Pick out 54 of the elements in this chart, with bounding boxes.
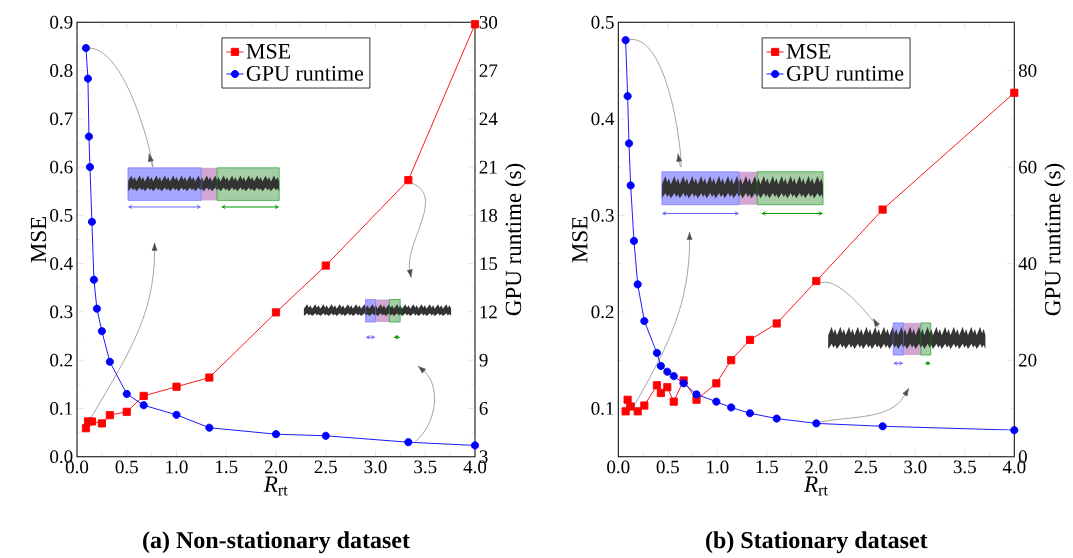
legend-label: MSE bbox=[246, 43, 291, 59]
y2-tick-label: 12 bbox=[480, 305, 497, 319]
x-tick-label: 1.5 bbox=[756, 460, 778, 474]
y2-tick-label: 40 bbox=[1018, 257, 1037, 271]
y-tick-label: 0.6 bbox=[50, 160, 73, 174]
text: (b) Stationary dataset bbox=[706, 531, 928, 554]
x-tick-label: 2.0 bbox=[264, 460, 288, 474]
x-tick-label: 3.5 bbox=[953, 460, 976, 474]
y2-tick-label: 21 bbox=[479, 160, 497, 174]
y-tick-label: 0.9 bbox=[50, 15, 73, 29]
x-axis-title: R$_{rt}$ bbox=[803, 476, 828, 496]
y-axis-title: MSE bbox=[572, 217, 588, 263]
x-tick-label: 1.0 bbox=[707, 460, 729, 474]
text: (a) Non-stationary dataset bbox=[143, 531, 410, 554]
y-tick-label: 0.3 bbox=[50, 305, 73, 319]
x-tick-label: 3.0 bbox=[364, 460, 387, 474]
y2-tick-label: 20 bbox=[1018, 353, 1037, 367]
x-tick-label: 2.0 bbox=[805, 460, 828, 474]
y2-tick-label: 24 bbox=[479, 112, 498, 126]
y-tick-label: 0.7 bbox=[50, 112, 73, 126]
y-tick-label: 0.8 bbox=[50, 64, 73, 78]
y2-tick-label: 9 bbox=[479, 353, 488, 367]
x-tick-label: 1.0 bbox=[166, 460, 188, 474]
y2-tick-label: 18 bbox=[480, 208, 498, 222]
x-tick-label: 0.5 bbox=[656, 460, 679, 474]
x-tick-label: 0.0 bbox=[607, 460, 630, 474]
x-tick-label: 2.5 bbox=[314, 460, 337, 474]
x-tick-label: 0.5 bbox=[115, 460, 138, 474]
y-tick-label: 0.4 bbox=[591, 112, 615, 126]
legend-label: GPU runtime bbox=[246, 65, 364, 81]
y-tick-label: 0.1 bbox=[50, 401, 73, 415]
y2-tick-label: 15 bbox=[480, 257, 498, 270]
x-tick-label: 3.5 bbox=[414, 460, 437, 474]
y2-tick-label: 6 bbox=[479, 402, 488, 415]
y2-tick-label: 60 bbox=[1018, 160, 1037, 174]
y-tick-label: 0.4 bbox=[50, 257, 73, 271]
x-axis-title: R$_{rt}$ bbox=[263, 476, 288, 496]
y2-axis-title: GPU runtime (s) bbox=[1044, 163, 1066, 316]
y-axis-title: MSE bbox=[30, 217, 47, 263]
legend-label: MSE bbox=[786, 43, 831, 59]
y-tick-label: 0.1 bbox=[591, 401, 614, 415]
y2-axis-title: GPU runtime (s) bbox=[505, 163, 526, 316]
x-tick-label: 1.5 bbox=[216, 460, 238, 474]
x-tick-label: 2.5 bbox=[854, 460, 877, 474]
y-tick-label: 0.3 bbox=[591, 208, 614, 222]
y-tick-label: 0.2 bbox=[591, 305, 614, 319]
legend-label: GPU runtime bbox=[787, 65, 904, 81]
x-tick-label: 3.0 bbox=[904, 460, 927, 474]
y-tick-label: 0.5 bbox=[591, 15, 614, 29]
y-tick-label: 0.2 bbox=[50, 353, 73, 367]
y2-tick-label: 27 bbox=[479, 64, 498, 77]
y2-tick-label: 80 bbox=[1018, 64, 1037, 77]
y-tick-label: 0.5 bbox=[50, 208, 73, 222]
y2-tick-label: 30 bbox=[479, 15, 498, 29]
